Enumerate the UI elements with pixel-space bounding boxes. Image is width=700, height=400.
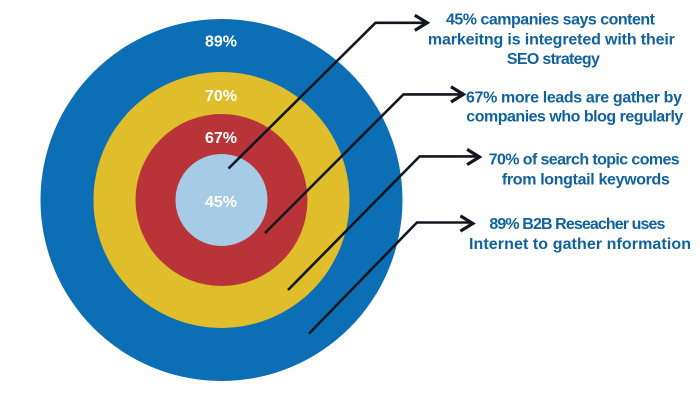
svg-text:45%: 45%: [205, 194, 237, 211]
svg-text:companies who blog regularly: companies who blog regularly: [466, 108, 683, 125]
svg-text:SEO strategy: SEO strategy: [507, 51, 600, 68]
svg-text:67% more leads are gather by: 67% more leads are gather by: [466, 89, 682, 106]
svg-text:70% of search topic comes: 70% of search topic comes: [489, 152, 680, 169]
svg-text:Internet to gather nformation: Internet to gather nformation: [469, 236, 691, 253]
svg-text:89% B2B Reseacher uses: 89% B2B Reseacher uses: [489, 216, 665, 233]
svg-text:70%: 70%: [205, 88, 237, 105]
svg-text:45% campanies says content: 45% campanies says content: [446, 11, 656, 28]
svg-text:89%: 89%: [205, 34, 237, 51]
svg-text:from longtail keywords: from longtail keywords: [502, 171, 670, 188]
svg-text:67%: 67%: [205, 130, 237, 147]
svg-text:markeitng is integreted with t: markeitng is integreted with their: [428, 32, 675, 49]
